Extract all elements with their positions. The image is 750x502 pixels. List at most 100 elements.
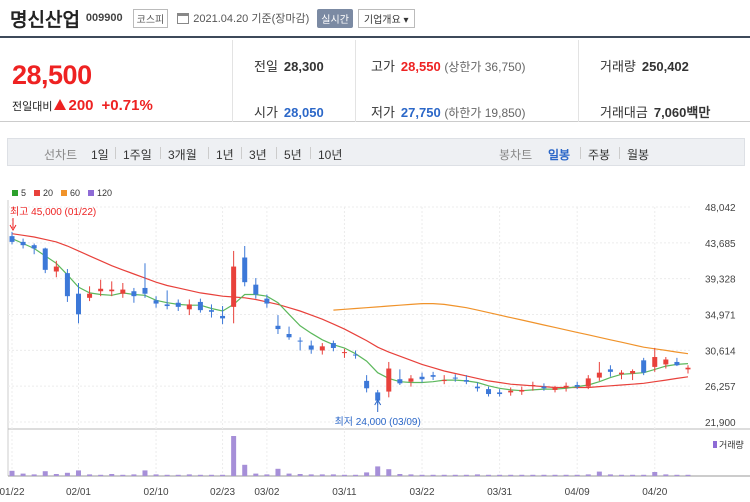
tab-10y[interactable]: 10년 — [318, 148, 343, 162]
ma20-line — [11, 233, 689, 389]
stock-name: 명신산업 — [10, 9, 80, 31]
y-tick-label: 39,328 — [705, 275, 736, 286]
tab-candle-chart[interactable]: 봉차트 — [499, 148, 533, 162]
volume-bar — [98, 474, 104, 476]
candle-body — [275, 325, 281, 330]
volume-bar — [319, 474, 325, 476]
candle-body — [397, 379, 403, 384]
volume-bar — [397, 474, 403, 476]
volume: 거래량 250,402 — [600, 59, 689, 74]
candle-body — [330, 343, 336, 348]
x-tick-label: 02/01 — [66, 487, 91, 498]
volume-bar — [75, 470, 81, 476]
candle-body — [607, 369, 613, 372]
low-annotation: 최저 24,000 (03/09) — [335, 416, 421, 428]
high-arrow-head — [9, 224, 17, 231]
tab-3y[interactable]: 3년 — [249, 148, 267, 162]
volume-bar — [330, 474, 336, 476]
volume-label: 거래량 — [719, 439, 744, 450]
candle-body — [663, 359, 669, 365]
volume-bar — [552, 474, 558, 476]
legend-ma120: 120 — [88, 188, 112, 198]
volume-bar — [253, 473, 259, 476]
volume-bar — [153, 474, 159, 476]
change-percent: +0.71% — [101, 97, 153, 114]
volume-bar — [197, 474, 203, 476]
y-tick-label: 21,900 — [705, 418, 736, 429]
stock-header: 명신산업 009900 코스피 2021.04.20 기준(장마감) 실시간 기… — [0, 0, 750, 38]
candle-body — [53, 266, 59, 272]
x-tick-label: 04/09 — [565, 487, 590, 498]
x-tick-label: 03/22 — [410, 487, 435, 498]
tab-1w[interactable]: 1주일 — [123, 148, 152, 162]
low-arrow-head — [374, 399, 382, 406]
candle-body — [619, 372, 625, 375]
volume-bar — [508, 474, 514, 476]
up-triangle-icon — [54, 99, 67, 110]
volume-bar — [563, 474, 569, 476]
volume-legend-swatch — [713, 441, 717, 448]
candle-body — [175, 302, 181, 307]
candle-body — [375, 392, 381, 401]
tab-daily[interactable]: 일봉 — [548, 148, 571, 162]
candle-body — [364, 380, 370, 389]
tab-3m[interactable]: 3개월 — [168, 148, 197, 162]
volume-bar — [463, 474, 469, 476]
chart-tabs: 선차트 1일 1주일 3개월 1년 3년 5년 10년 봉차트 일봉 주봉 월봉 — [7, 138, 745, 166]
candle-body — [186, 304, 192, 310]
volume-bar — [286, 473, 292, 476]
candle-body — [652, 357, 658, 367]
y-tick-label: 30,614 — [705, 346, 736, 357]
volume-bar — [497, 474, 503, 476]
realtime-button[interactable]: 실시간 — [317, 8, 353, 28]
volume-bar — [164, 474, 170, 476]
candle-body — [98, 288, 104, 292]
candle-body — [264, 298, 270, 304]
candle-body — [341, 352, 347, 354]
x-tick-label: 02/23 — [210, 487, 235, 498]
company-overview-dropdown[interactable]: 기업개요 ▾ — [357, 8, 415, 28]
volume-bar — [231, 436, 237, 476]
tab-line-chart[interactable]: 선차트 — [44, 148, 78, 162]
candle-body — [197, 301, 203, 311]
candle-body — [308, 345, 314, 350]
market-badge: 코스피 — [132, 8, 169, 28]
divider — [355, 40, 356, 122]
volume-bar — [297, 474, 303, 476]
tab-1y[interactable]: 1년 — [216, 148, 234, 162]
legend-ma60: 60 — [61, 188, 80, 198]
volume-bar — [341, 474, 347, 476]
ma60-line — [333, 303, 689, 355]
candle-body — [541, 386, 547, 389]
volume-bar — [408, 474, 414, 476]
stock-code: 009900 — [85, 12, 123, 24]
volume-bar — [87, 474, 93, 476]
divider — [232, 40, 233, 122]
x-tick-label: 01/22 — [0, 487, 25, 498]
y-tick-label: 48,042 — [705, 203, 736, 214]
tab-5y[interactable]: 5년 — [284, 148, 302, 162]
legend-ma5: 5 — [12, 188, 26, 198]
candle-body — [208, 310, 214, 312]
change-value: 200 — [68, 97, 94, 114]
tab-1d[interactable]: 1일 — [91, 148, 109, 162]
x-tick-label: 03/02 — [254, 487, 279, 498]
x-tick-label: 03/31 — [487, 487, 512, 498]
candle-body — [220, 315, 226, 319]
current-price: 28,500 — [12, 60, 92, 90]
change-label: 전일대비 — [12, 101, 53, 113]
x-tick-label: 04/20 — [642, 487, 667, 498]
candle-body — [552, 387, 558, 390]
volume-bar — [375, 466, 381, 476]
candle-body — [419, 376, 425, 380]
tab-weekly[interactable]: 주봉 — [588, 148, 611, 162]
high-annotation: 최고 45,000 (01/22) — [10, 206, 96, 218]
volume-bar — [20, 473, 26, 476]
volume-bar — [186, 474, 192, 476]
volume-bar — [663, 474, 669, 476]
volume-bar — [120, 474, 126, 476]
candle-body — [519, 389, 525, 392]
tab-monthly[interactable]: 월봉 — [627, 148, 650, 162]
candle-body — [563, 385, 569, 388]
